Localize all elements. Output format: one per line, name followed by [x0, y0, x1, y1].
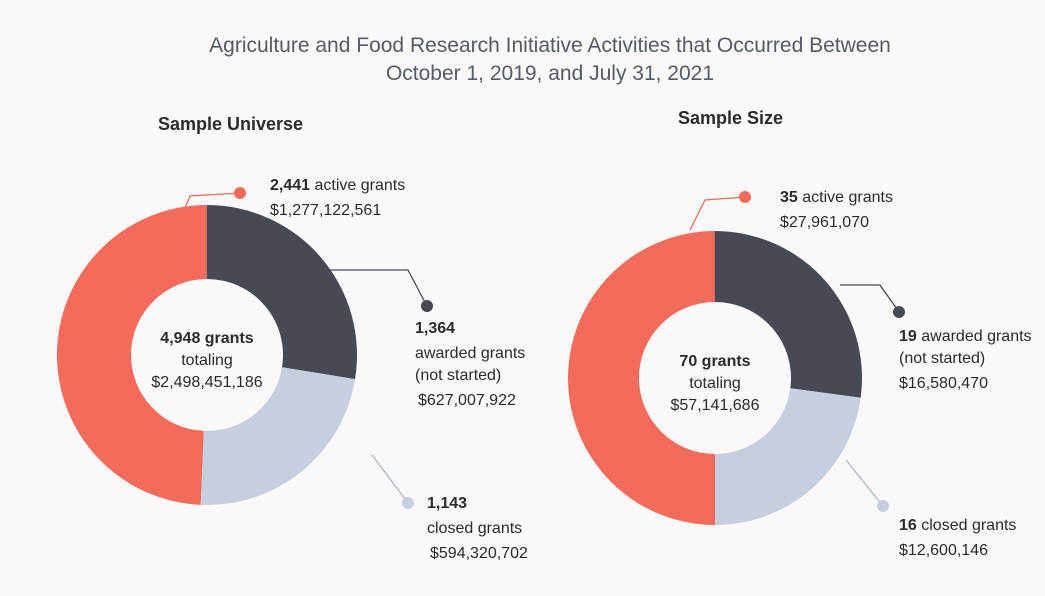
- slice-amount: $16,580,470: [899, 375, 988, 392]
- slice-label: 19 awarded grants: [899, 328, 1032, 345]
- slice-count: 35: [780, 189, 798, 206]
- donut-slice: [715, 388, 861, 525]
- leader-dot: [421, 300, 433, 312]
- donut-slice: [56, 205, 207, 505]
- slice-note: (not started): [899, 350, 985, 367]
- slice-label: 16 closed grants: [899, 517, 1016, 534]
- slice-count: 1,143: [427, 495, 467, 512]
- leader-line: [845, 459, 884, 507]
- slice-category: awarded grants: [921, 328, 1031, 345]
- slice-amount: $12,600,146: [899, 542, 988, 559]
- slice-label: 35 active grants: [780, 189, 893, 206]
- leader-dot: [739, 191, 751, 203]
- center-label: $57,141,686: [671, 397, 760, 414]
- slice-count: 19: [899, 328, 917, 345]
- leader-dot: [402, 497, 414, 509]
- slice-amount: $627,007,922: [418, 392, 516, 409]
- leader-dot: [234, 187, 246, 199]
- slice-category: active grants: [315, 177, 406, 194]
- chart-title: Agriculture and Food Research Initiative…: [209, 34, 891, 57]
- center-label: totaling: [181, 352, 233, 369]
- slice-category: closed grants: [921, 517, 1016, 534]
- donut-slice: [568, 231, 715, 525]
- donut-slice: [200, 367, 356, 505]
- leader-dot: [893, 306, 905, 318]
- donut-slice: [207, 205, 357, 380]
- slice-count: 1,364: [415, 320, 455, 337]
- slice-label: 1,364: [415, 320, 455, 337]
- chart-subtitle: Sample Universe: [158, 114, 303, 134]
- slice-amount: $1,277,122,561: [270, 202, 381, 219]
- center-label: $2,498,451,186: [151, 374, 262, 391]
- leader-line: [371, 454, 409, 504]
- center-label: 70 grants: [679, 353, 750, 370]
- chart-title: October 1, 2019, and July 31, 2021: [386, 62, 714, 85]
- slice-category: active grants: [802, 189, 893, 206]
- slice-amount: $27,961,070: [780, 214, 869, 231]
- donut-slice: [715, 231, 862, 398]
- slice-category: closed grants: [427, 520, 522, 537]
- slice-count: 16: [899, 517, 917, 534]
- slice-label: 1,143: [427, 495, 467, 512]
- slice-note: (not started): [415, 367, 501, 384]
- chart-subtitle: Sample Size: [678, 108, 783, 128]
- leader-line: [330, 269, 428, 307]
- slice-count: 2,441: [270, 177, 310, 194]
- slice-amount: $594,320,702: [430, 545, 528, 562]
- leader-line: [179, 192, 241, 221]
- leader-dot: [877, 500, 889, 512]
- leader-line: [689, 196, 746, 231]
- center-label: 4,948 grants: [160, 330, 253, 347]
- center-label: totaling: [689, 375, 741, 392]
- slice-label: 2,441 active grants: [270, 177, 405, 194]
- slice-category: awarded grants: [415, 345, 525, 362]
- leader-line: [840, 284, 900, 313]
